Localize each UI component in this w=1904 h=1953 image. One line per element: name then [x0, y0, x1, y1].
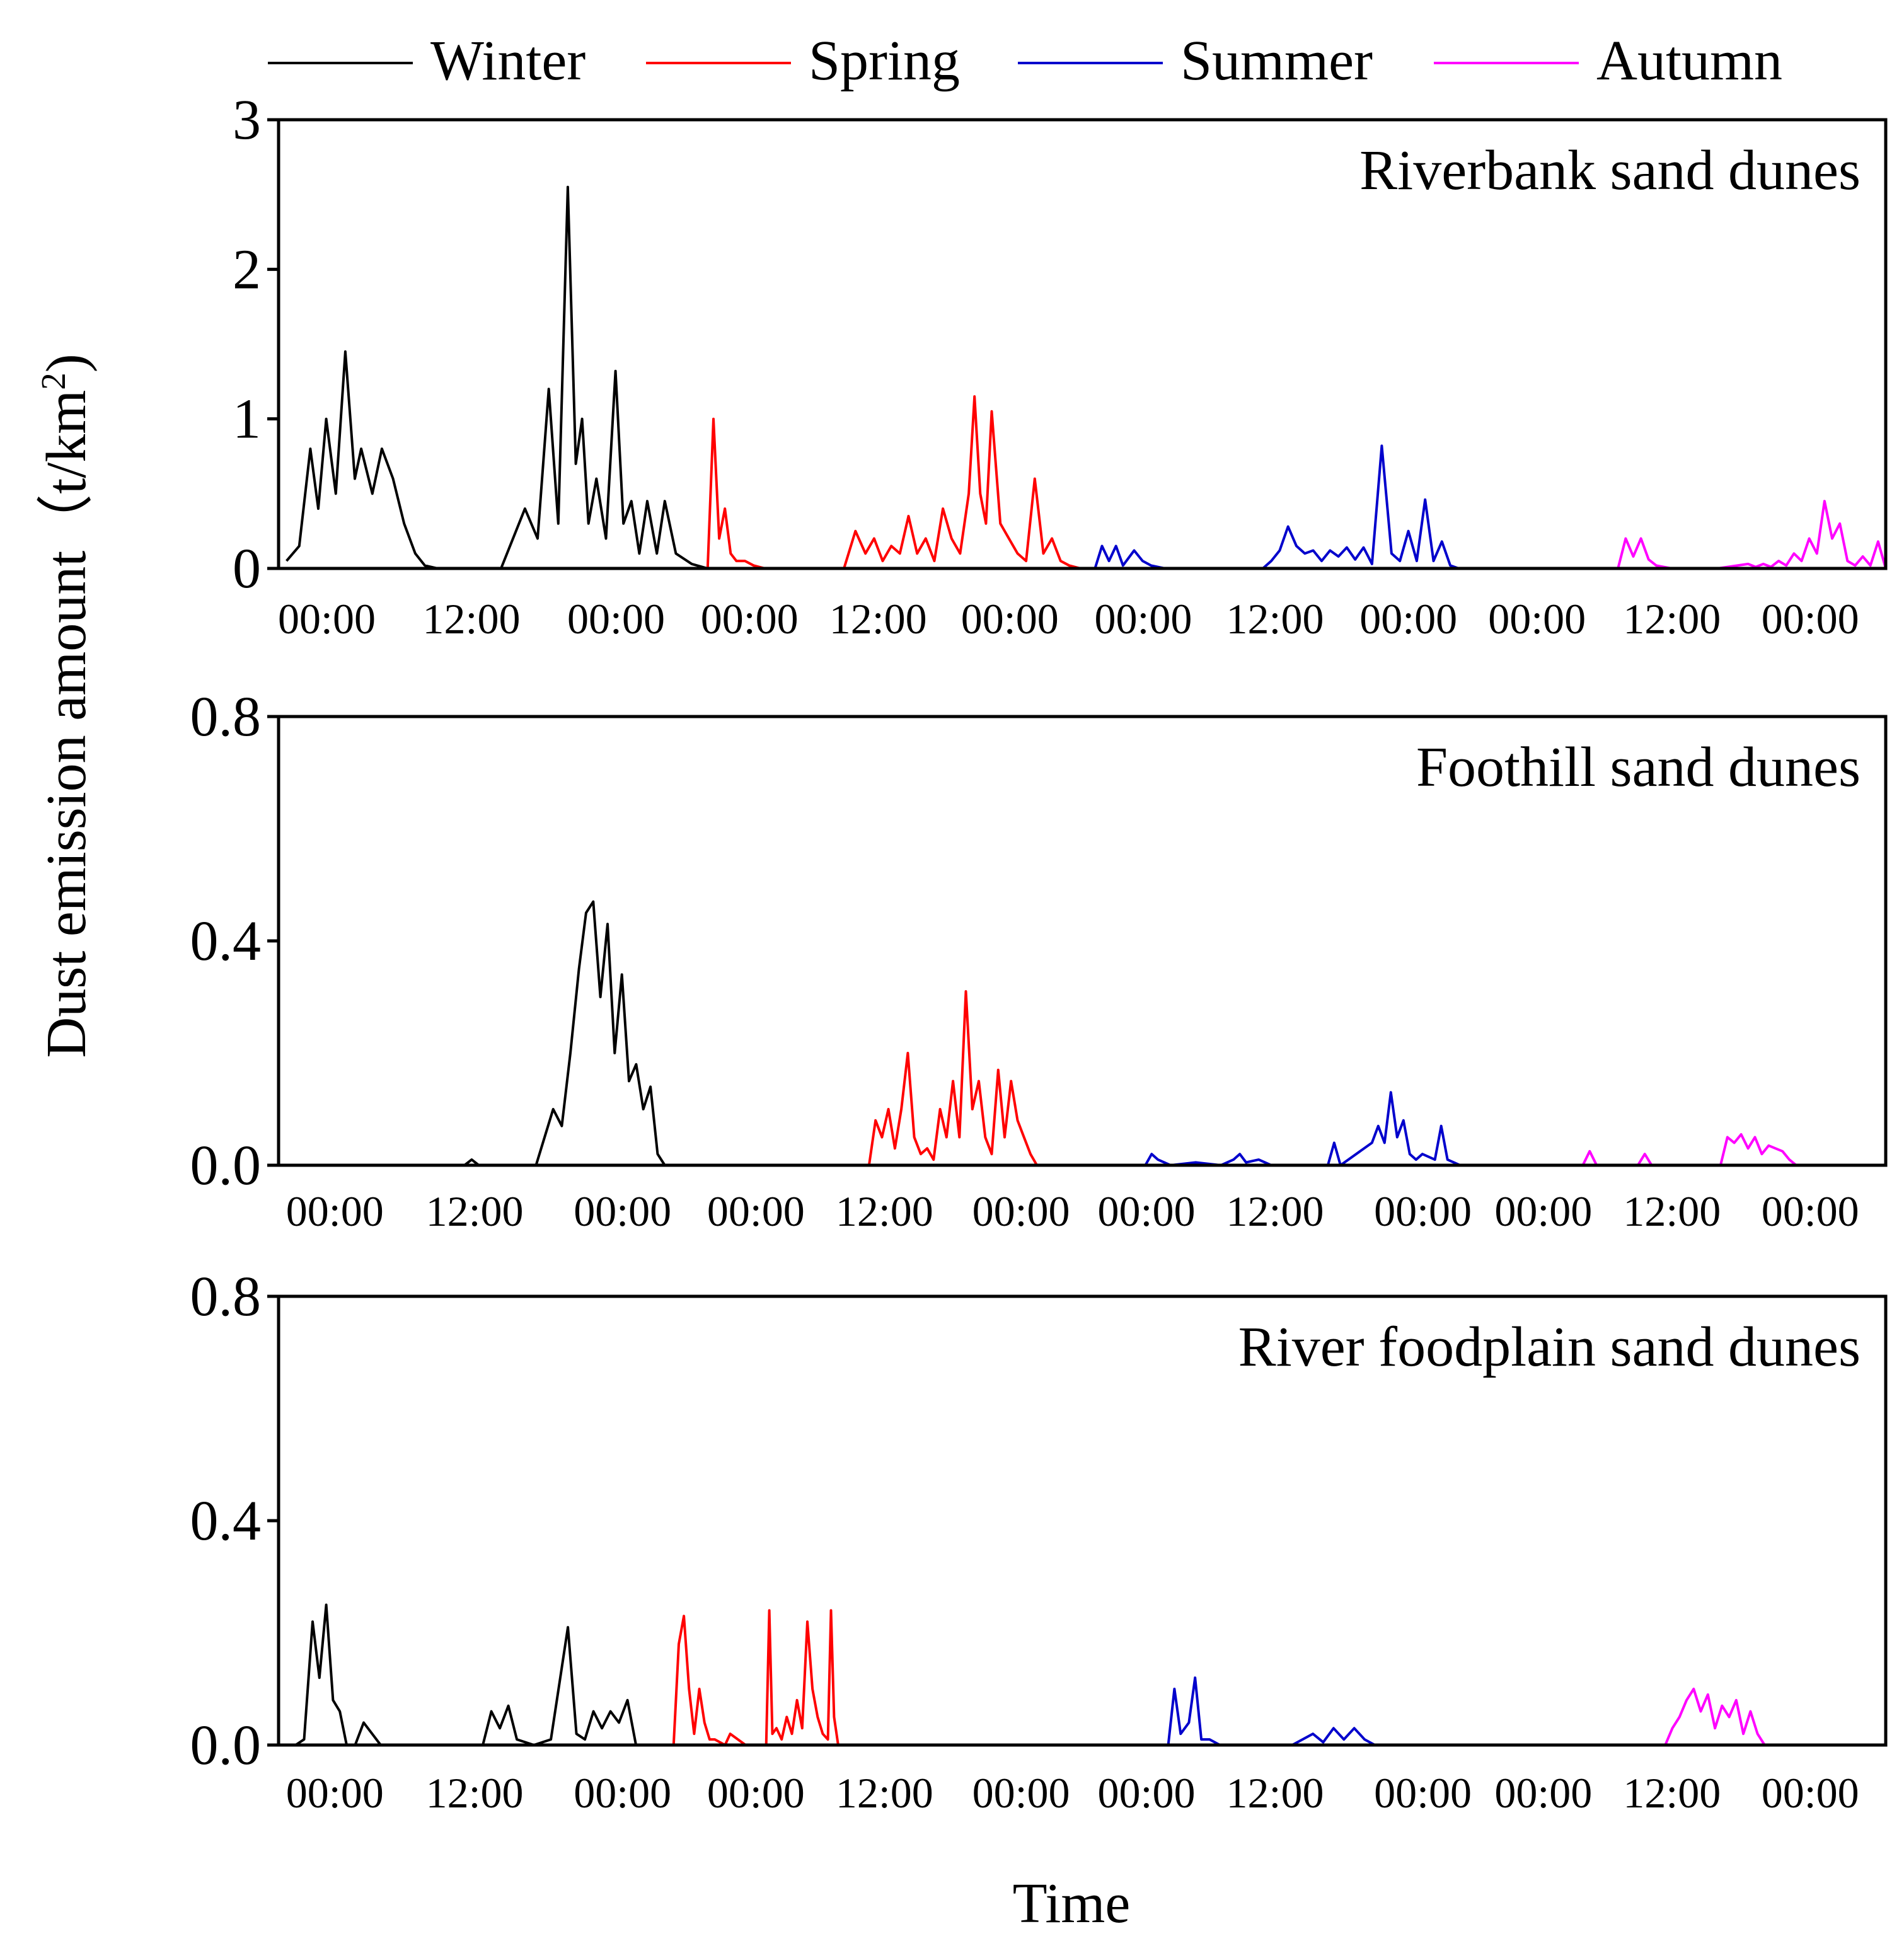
y-tick-label: 0.4 [190, 1490, 262, 1552]
x-tick-label: 00:00 [1098, 1769, 1196, 1817]
series-line-autumn [1472, 1133, 1886, 1167]
x-tick-label: 00:00 [1098, 1187, 1196, 1235]
legend-label-winter: Winter [430, 30, 586, 92]
y-tick-label: 0.8 [190, 1265, 262, 1328]
legend: Winter Spring Summer Autumn [268, 30, 1782, 92]
y-tick-label: 1 [233, 388, 261, 451]
x-tick-label: 00:00 [1762, 1187, 1859, 1235]
x-tick-label: 00:00 [1374, 1769, 1472, 1817]
x-tick-label: 12:00 [1226, 595, 1324, 643]
x-tick-label: 00:00 [1359, 595, 1457, 643]
series-line-winter [279, 1603, 654, 1746]
legend-label-summer: Summer [1180, 30, 1373, 92]
x-axis-label: Time [1013, 1872, 1131, 1935]
x-tick-label: 00:00 [1488, 595, 1586, 643]
series-line-autumn [1472, 500, 1887, 570]
x-tick-label: 00:00 [574, 1187, 671, 1235]
x-tick-label: 12:00 [1623, 1187, 1721, 1235]
y-tick-label: 3 [233, 89, 261, 151]
series-line-summer [961, 1676, 1396, 1746]
x-tick-label: 00:00 [278, 595, 376, 643]
y-tick-label: 0.0 [190, 1134, 262, 1197]
x-tick-label: 00:00 [1494, 1187, 1592, 1235]
x-tick-label: 00:00 [972, 1187, 1070, 1235]
y-tick-label: 0.4 [190, 910, 262, 972]
x-tick-label: 12:00 [1226, 1187, 1324, 1235]
x-tick-label: 00:00 [567, 595, 665, 643]
x-tick-label: 12:00 [426, 1769, 524, 1817]
x-tick-label: 00:00 [1094, 595, 1192, 643]
x-tick-label: 00:00 [1762, 595, 1859, 643]
legend-label-autumn: Autumn [1596, 30, 1782, 92]
x-tick-label: 12:00 [423, 595, 521, 643]
series-line-winter [279, 900, 708, 1167]
x-tick-label: 00:00 [1762, 1769, 1859, 1817]
plot-frame [277, 118, 1888, 570]
y-tick-label: 0.0 [190, 1714, 262, 1777]
panel-riverbank-sand-dunes: 0 1 2 3 00:00 12:00 00:00 00:00 12:00 00:00 00:00 1… [233, 89, 1888, 643]
x-tick-label: 12:00 [1623, 1769, 1721, 1817]
panel-foothill-sand-dunes: 0.0 0.4 0.8 00:00 12:00 00:00 00:00 12:00 00:00 0… [190, 686, 1888, 1235]
series-line-winter [286, 185, 708, 570]
y-axis-label: Dust emission amount（t/km2) [34, 354, 98, 1058]
panel-title: Foothill sand dunes [1416, 736, 1861, 798]
series-line-spring [653, 1609, 962, 1746]
x-tick-label: 00:00 [286, 1187, 384, 1235]
series-line-spring [707, 990, 1095, 1167]
x-tick-label: 12:00 [1623, 595, 1721, 643]
x-tick-label: 00:00 [574, 1769, 671, 1817]
x-tick-label: 00:00 [286, 1769, 384, 1817]
x-tick-label: 00:00 [701, 595, 799, 643]
series-line-autumn [1395, 1688, 1821, 1746]
x-tick-label: 12:00 [836, 1187, 933, 1235]
x-tick-label: 12:00 [426, 1187, 524, 1235]
x-tick-label: 00:00 [972, 1769, 1070, 1817]
x-tick-label: 12:00 [1226, 1769, 1324, 1817]
x-tick-label: 00:00 [707, 1769, 805, 1817]
legend-label-spring: Spring [809, 30, 960, 92]
x-tick-label: 00:00 [1374, 1187, 1472, 1235]
x-tick-label: 00:00 [707, 1187, 805, 1235]
y-tick-label: 0.8 [190, 686, 262, 748]
x-tick-label: 00:00 [961, 595, 1059, 643]
y-tick-label: 2 [233, 238, 261, 301]
panel-title: River foodplain sand dunes [1238, 1316, 1861, 1378]
series-line-summer [1095, 1091, 1473, 1167]
y-tick-label: 0 [233, 538, 261, 600]
x-tick-label: 12:00 [829, 595, 927, 643]
series-line-spring [706, 395, 1095, 570]
series-line-summer [1093, 444, 1473, 570]
panel-river-floodplain-sand-dunes: 0.0 0.4 0.8 00:00 12:00 00:00 00:00 12:00 00:00 0… [190, 1265, 1888, 1817]
x-tick-label: 00:00 [1494, 1769, 1592, 1817]
x-tick-label: 12:00 [836, 1769, 933, 1817]
panel-title: Riverbank sand dunes [1359, 139, 1861, 202]
